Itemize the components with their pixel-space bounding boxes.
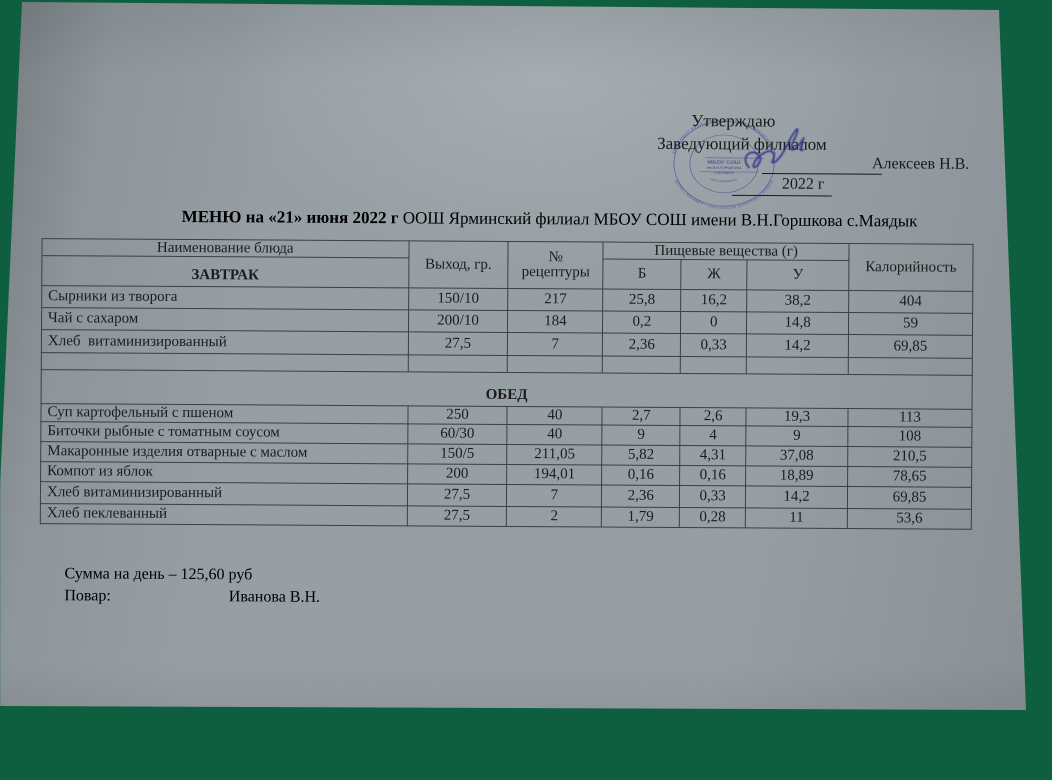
svg-text:МБОУ СОШ: МБОУ СОШ xyxy=(707,160,741,166)
svg-text:им.В.Н.ГОРШКОВА: им.В.Н.ГОРШКОВА xyxy=(706,166,742,170)
